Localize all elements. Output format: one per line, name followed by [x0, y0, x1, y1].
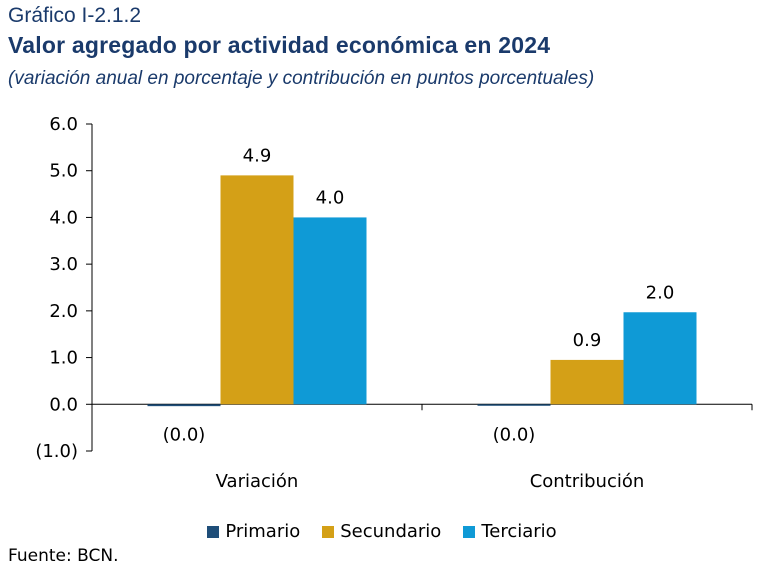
- category-label: Variación: [216, 471, 299, 492]
- y-tick-label: 3.0: [49, 254, 78, 275]
- data-label: (0.0): [493, 424, 536, 445]
- y-tick-label: 6.0: [49, 114, 78, 135]
- chart-title: Valor agregado por actividad económica e…: [8, 32, 551, 58]
- legend-swatch: [207, 525, 220, 538]
- legend-item-secundario: Secundario: [322, 521, 441, 542]
- data-label: 4.0: [316, 187, 345, 208]
- chart-kicker: Gráfico I-2.1.2: [8, 4, 142, 27]
- data-label: 2.0: [646, 282, 675, 303]
- legend-label: Primario: [225, 521, 301, 542]
- chart-subtitle: (variación anual en porcentaje y contrib…: [8, 68, 595, 89]
- y-tick-label: 0.0: [49, 394, 78, 415]
- legend-item-primario: Primario: [207, 521, 300, 542]
- y-tick-label: 1.0: [49, 348, 78, 369]
- data-label: 4.9: [243, 145, 272, 166]
- legend-label: Secundario: [340, 521, 442, 542]
- bar-secundario: [220, 175, 294, 405]
- data-label: (0.0): [163, 424, 206, 445]
- bar-chart: 6.0 5.0 4.0 3.0 2.0 1.0 0.0 (1.0) (0.0) 4.9 4.0 Var…: [35, 114, 753, 492]
- source-note: Fuente: BCN.: [8, 546, 119, 566]
- legend-swatch: [322, 525, 335, 538]
- bar-primario: [477, 404, 551, 406]
- bar-primario: [147, 404, 221, 407]
- chart-legend: Primario Secundario Terciario: [0, 521, 764, 542]
- bar-terciario: [293, 217, 367, 405]
- y-tick-label: (1.0): [35, 441, 78, 462]
- bar-secundario: [550, 359, 624, 405]
- category-label: Contribución: [530, 471, 645, 492]
- bar-terciario: [623, 312, 697, 405]
- y-tick-label: 2.0: [49, 301, 78, 322]
- legend-item-terciario: Terciario: [463, 521, 557, 542]
- legend-swatch: [463, 525, 476, 538]
- y-tick-label: 4.0: [49, 207, 78, 228]
- legend-label: Terciario: [481, 521, 557, 542]
- y-tick-label: 5.0: [49, 161, 78, 182]
- data-label: 0.9: [573, 330, 602, 351]
